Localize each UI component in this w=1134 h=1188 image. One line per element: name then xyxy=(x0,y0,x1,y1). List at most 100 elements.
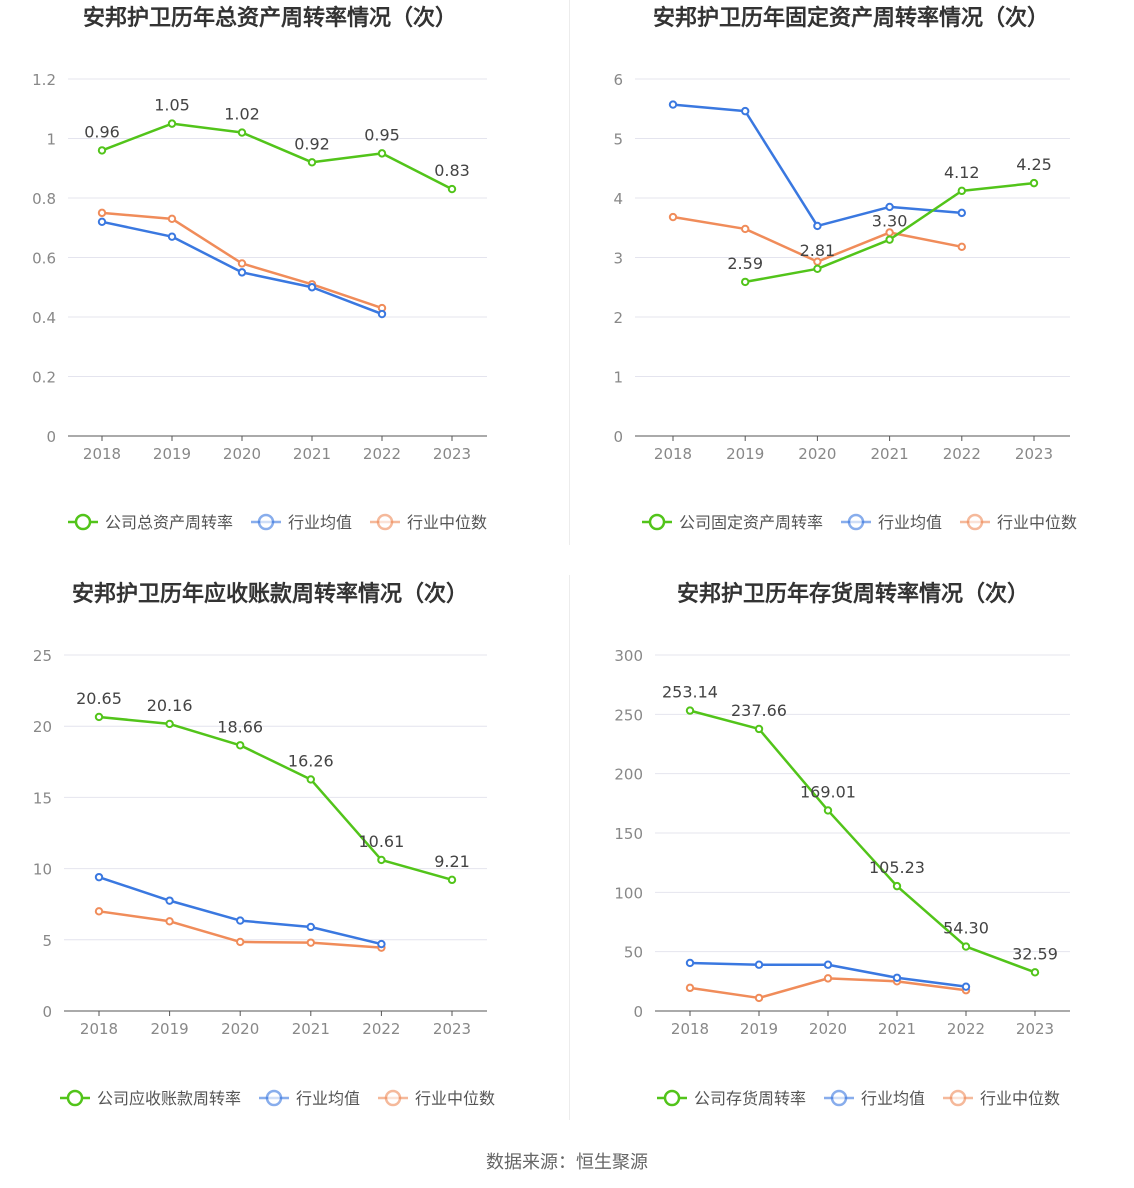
legend-marker xyxy=(384,1089,402,1107)
legend-item-median: 行业中位数 xyxy=(370,513,487,532)
x-tick-label: 2023 xyxy=(1015,445,1053,463)
x-tick-label: 2020 xyxy=(809,1020,847,1038)
legend-item-company: 公司存货周转率 xyxy=(657,1089,806,1108)
x-tick-label: 2019 xyxy=(726,445,764,463)
x-tick-label: 2022 xyxy=(947,1020,985,1038)
y-tick-label: 0.4 xyxy=(32,309,56,327)
legend-item-median: 行业中位数 xyxy=(943,1089,1060,1108)
y-tick-label: 20 xyxy=(33,718,52,736)
data-label: 32.59 xyxy=(1012,944,1058,963)
data-point-avg xyxy=(167,232,177,241)
data-point-avg xyxy=(813,221,822,231)
data-label: 20.16 xyxy=(147,696,193,715)
chart-fixed-asset-turnover: 安邦护卫历年固定资产周转率情况（次） 0 1 2 3 4 5 6 2018 2019 2020 202… xyxy=(567,0,1134,560)
legend-label: 行业中位数 xyxy=(997,513,1077,532)
data-label: 0.92 xyxy=(294,134,330,153)
data-point-company xyxy=(236,741,245,750)
legend-marker xyxy=(74,513,92,531)
y-tick-label: 5 xyxy=(42,932,52,950)
data-label: 0.96 xyxy=(84,122,120,141)
data-label: 0.83 xyxy=(434,161,470,180)
legend-item-avg: 行业均值 xyxy=(824,1089,925,1108)
data-point-company xyxy=(307,158,317,167)
data-label: 105.23 xyxy=(869,858,925,877)
data-point-avg xyxy=(685,958,695,968)
y-tick-label: 0 xyxy=(42,1003,52,1021)
x-tick-label: 2018 xyxy=(654,445,692,463)
x-tick-label: 2018 xyxy=(671,1020,709,1038)
x-tick-label: 2022 xyxy=(362,1020,400,1038)
y-tick-label: 1 xyxy=(46,131,56,149)
legend-label: 行业均值 xyxy=(861,1089,925,1108)
chart-body: 安邦护卫历年应收账款周转率情况（次） 0 5 10 15 20 25 2018 2019 2020… xyxy=(33,581,495,1108)
data-point-avg xyxy=(957,208,966,218)
y-tick-label: 300 xyxy=(614,647,643,665)
data-point-avg xyxy=(377,309,387,319)
data-label: 9.21 xyxy=(434,852,470,871)
data-point-median xyxy=(668,212,678,222)
data-point-median xyxy=(237,259,247,268)
data-point-company xyxy=(961,942,971,951)
x-tick-label: 2021 xyxy=(293,445,331,463)
data-point-company xyxy=(447,184,457,194)
data-label: 169.01 xyxy=(800,782,856,801)
data-point-company xyxy=(885,235,894,244)
legend-label: 行业均值 xyxy=(878,513,942,532)
data-point-avg xyxy=(307,283,317,292)
data-point-company xyxy=(892,881,902,891)
y-tick-label: 0.2 xyxy=(32,369,56,387)
data-label: 20.65 xyxy=(76,689,122,708)
legend-marker xyxy=(66,1089,84,1107)
legend-marker xyxy=(265,1089,283,1107)
legend-marker xyxy=(966,513,984,531)
data-point-company xyxy=(237,128,247,137)
x-tick-label: 2021 xyxy=(871,445,909,463)
data-point-avg xyxy=(237,268,247,277)
x-tick-label: 2019 xyxy=(740,1020,778,1038)
data-point-company xyxy=(447,875,457,885)
chart-total-asset-turnover: 安邦护卫历年总资产周转率情况（次） 0 0.2 0.4 0.6 0.8 1 1.2 2018 20… xyxy=(0,0,567,560)
x-tick-label: 2020 xyxy=(223,445,261,463)
y-tick-label: 4 xyxy=(613,190,623,208)
y-tick-label: 0.6 xyxy=(32,250,56,268)
data-source-note: 数据来源：恒生聚源 xyxy=(486,1152,648,1173)
data-point-avg xyxy=(885,202,894,212)
x-tick-label: 2019 xyxy=(153,445,191,463)
data-label: 2.59 xyxy=(727,254,763,273)
legend-marker xyxy=(648,513,666,531)
data-point-avg xyxy=(236,916,245,925)
legend-item-median: 行业中位数 xyxy=(378,1089,495,1108)
data-label: 1.05 xyxy=(154,96,190,115)
y-tick-label: 6 xyxy=(613,71,623,89)
data-point-median xyxy=(236,937,245,947)
y-tick-label: 0 xyxy=(46,428,56,446)
y-tick-label: 1 xyxy=(613,369,623,387)
data-point-company xyxy=(377,149,387,158)
legend-marker xyxy=(830,1089,848,1107)
data-label: 2.81 xyxy=(800,241,836,260)
legend-label: 行业均值 xyxy=(296,1089,360,1108)
legend-item-avg: 行业均值 xyxy=(841,513,942,532)
legend-item-avg: 行业均值 xyxy=(259,1089,360,1108)
data-point-company xyxy=(823,806,833,815)
chart-title: 安邦护卫历年固定资产周转率情况（次） xyxy=(653,5,1049,31)
data-point-company xyxy=(957,186,966,196)
y-tick-label: 0 xyxy=(613,428,623,446)
legend-marker xyxy=(663,1089,681,1107)
data-label: 16.26 xyxy=(288,751,334,770)
data-point-median xyxy=(165,917,174,926)
data-label: 3.30 xyxy=(872,212,908,231)
y-tick-label: 5 xyxy=(613,131,623,149)
chart-receivables-turnover: 安邦护卫历年应收账款周转率情况（次） 0 5 10 15 20 25 2018 2019 2020… xyxy=(0,575,567,1135)
legend-marker xyxy=(847,513,865,531)
vertical-divider-bottom xyxy=(569,575,570,1120)
data-point-avg xyxy=(94,872,104,882)
y-tick-label: 3 xyxy=(613,250,623,268)
legend-marker xyxy=(949,1089,967,1107)
y-tick-label: 50 xyxy=(624,944,643,962)
legend-item-company: 公司固定资产周转率 xyxy=(642,513,823,532)
x-tick-label: 2018 xyxy=(80,1020,118,1038)
chart-svg: 安邦护卫历年存货周转率情况（次） 0 50 100 150 200 250 300 2018 20… xyxy=(614,581,1070,1108)
data-label: 0.95 xyxy=(364,125,400,144)
data-point-company xyxy=(1030,968,1040,977)
